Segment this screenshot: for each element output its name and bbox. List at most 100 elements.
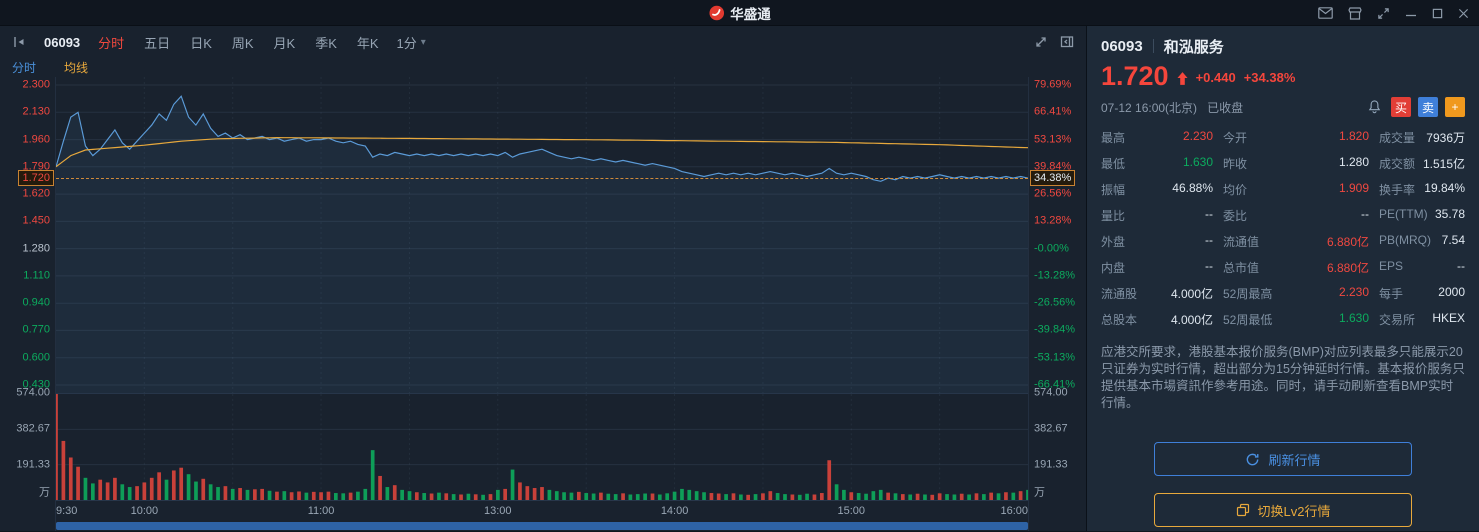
time-axis-label: 10:00 [130, 505, 159, 517]
legend-minute[interactable]: 分时 [12, 61, 37, 75]
collapse-sidebar-icon[interactable] [12, 35, 26, 49]
chevron-down-icon: ▾ [420, 36, 426, 48]
quote-buttons: 刷新行情 切换Lv2行情 [1087, 442, 1479, 527]
stat-prev-close: 昨收 1.280 [1223, 155, 1369, 172]
price-pane[interactable] [56, 77, 1028, 393]
stat-turnover: 成交额 1.515亿 [1379, 155, 1465, 172]
store-icon[interactable] [1348, 6, 1362, 20]
switch-lv2-button[interactable]: 切换Lv2行情 [1154, 493, 1412, 527]
stat-label: 交易所 [1379, 313, 1416, 327]
stat-value: 6.880亿 [1326, 261, 1369, 275]
axis-tick: 574.00 [1034, 386, 1068, 399]
stat-pe-ttm: PE(TTM) 35.78 [1379, 207, 1465, 224]
window-controls [1318, 0, 1469, 26]
chart-scrollbar[interactable] [56, 522, 1028, 530]
axis-tick: 66.41% [1034, 105, 1072, 118]
bmp-notice: 应港交所要求，港股基本报价服务(BMP)对应列表最多只能展示20只证券为实时行情… [1101, 345, 1465, 410]
stat-volume: 成交量 7936万 [1379, 129, 1465, 146]
stat-label: 总市值 [1223, 261, 1260, 275]
time-axis-label: 9:30 [56, 505, 78, 517]
sell-button[interactable]: 卖 [1418, 97, 1438, 117]
tab-quarter-k[interactable]: 季K [315, 35, 337, 51]
axis-tick: 574.00 [16, 386, 50, 399]
stat-label: EPS [1379, 259, 1404, 273]
stat-label: 总股本 [1101, 313, 1138, 327]
stat-inner-vol: 内盘 -- [1101, 259, 1213, 276]
refresh-quotes-button[interactable]: 刷新行情 [1154, 442, 1412, 476]
stat-label: 52周最高 [1223, 287, 1273, 301]
maximize-icon[interactable] [1432, 8, 1443, 19]
axis-tick: 1.790 [22, 160, 50, 173]
stat-label: 成交量 [1379, 131, 1416, 145]
axis-tick: 26.56% [1034, 187, 1072, 200]
collapse-window-icon[interactable] [1377, 7, 1390, 20]
app-logo-icon [708, 5, 724, 21]
axis-tick: 2.130 [22, 105, 50, 118]
buy-button[interactable]: 买 [1391, 97, 1411, 117]
quote-time: 07-12 16:00(北京) [1101, 100, 1198, 115]
axis-tick: 1.280 [22, 242, 50, 255]
refresh-icon [1245, 452, 1260, 467]
tab-minute[interactable]: 分时 [98, 35, 125, 51]
stat-eps: EPS -- [1379, 259, 1465, 276]
axis-tick: 0.430 [22, 378, 50, 391]
stat-value: -- [1205, 259, 1213, 273]
axis-tick: -53.13% [1034, 351, 1075, 364]
stat-label: 均价 [1223, 183, 1248, 197]
quote-stats-grid: 最高 2.230 今开 1.820 成交量 7936万 最低 1.630 昨收 1.280 成交额 1… [1087, 121, 1479, 328]
tab-5day[interactable]: 五日 [144, 35, 171, 51]
fullscreen-icon[interactable] [1034, 35, 1048, 49]
stat-value: 1.630 [1182, 155, 1213, 169]
volume-pane[interactable] [56, 393, 1028, 501]
time-axis-label: 11:00 [307, 505, 335, 517]
tab-year-k[interactable]: 年K [356, 35, 379, 51]
stat-value: 7.54 [1441, 233, 1465, 247]
minimize-icon[interactable] [1405, 7, 1417, 19]
stat-label: PB(MRQ) [1379, 233, 1431, 247]
stat-value: 1.909 [1338, 181, 1369, 195]
stat-label: 今开 [1223, 131, 1248, 145]
stat-exchange: 交易所 HKEX [1379, 311, 1465, 328]
stat-float-shares: 流通股 4.000亿 [1101, 285, 1213, 302]
period-tabs: 分时 五日 日K 周K 月K 季K 年K [98, 33, 378, 52]
price-change-pct: +34.38% [1243, 70, 1296, 85]
mail-icon[interactable] [1318, 7, 1333, 19]
stat-turnover-rate: 换手率 19.84% [1379, 181, 1465, 198]
panel-toggle-icon[interactable] [1060, 35, 1074, 49]
stat-value: 46.88% [1172, 181, 1213, 195]
stat-label: 最高 [1101, 131, 1126, 145]
axis-tick: 0.770 [22, 323, 50, 336]
add-watchlist-button[interactable]: + [1445, 97, 1465, 117]
stat-float-cap: 流通值 6.880亿 [1223, 233, 1369, 250]
axis-tick: 382.67 [1034, 422, 1068, 435]
stat-value: 35.78 [1434, 207, 1465, 221]
stat-value: 7936万 [1426, 131, 1465, 145]
lv2-icon [1236, 503, 1250, 517]
tab-week-k[interactable]: 周K [231, 35, 254, 51]
stat-label: 换手率 [1379, 183, 1416, 197]
legend-ma[interactable]: 均线 [64, 61, 89, 75]
titlebar: 华盛通 [0, 0, 1479, 26]
refresh-button-label: 刷新行情 [1268, 452, 1321, 468]
tab-month-k[interactable]: 月K [273, 35, 296, 51]
stat-amplitude: 振幅 46.88% [1101, 181, 1213, 198]
close-icon[interactable] [1458, 8, 1469, 19]
axis-tick: 万 [39, 486, 50, 499]
stat-value: -- [1361, 207, 1369, 221]
quote-status-row: 07-12 16:00(北京) 已收盘 买 卖 + [1087, 90, 1479, 121]
axis-tick: 191.33 [1034, 458, 1068, 471]
main-area: 06093 分时 五日 日K 周K 月K 季K 年K 1分 ▾ 分时 均线 2.300 2.1… [0, 26, 1479, 531]
axis-tick: -13.28% [1034, 269, 1075, 282]
axis-tick: -66.41% [1034, 378, 1075, 391]
minute-period-dropdown[interactable]: 1分 ▾ [397, 33, 426, 52]
stat-high-52w: 52周最高 2.230 [1223, 285, 1369, 302]
axis-tick: 1.620 [22, 187, 50, 200]
stat-market-cap: 总市值 6.880亿 [1223, 259, 1369, 276]
time-axis-label: 15:00 [837, 505, 866, 517]
axis-tick: 0.600 [22, 351, 50, 364]
plot-column: 9:30 10:00 11:00 13:00 14:00 15:00 16:00 [55, 77, 1029, 531]
stat-label: 流通值 [1223, 235, 1260, 249]
alert-bell-icon[interactable] [1367, 99, 1382, 115]
stat-value: 1.820 [1338, 129, 1369, 143]
tab-day-k[interactable]: 日K [190, 35, 212, 51]
